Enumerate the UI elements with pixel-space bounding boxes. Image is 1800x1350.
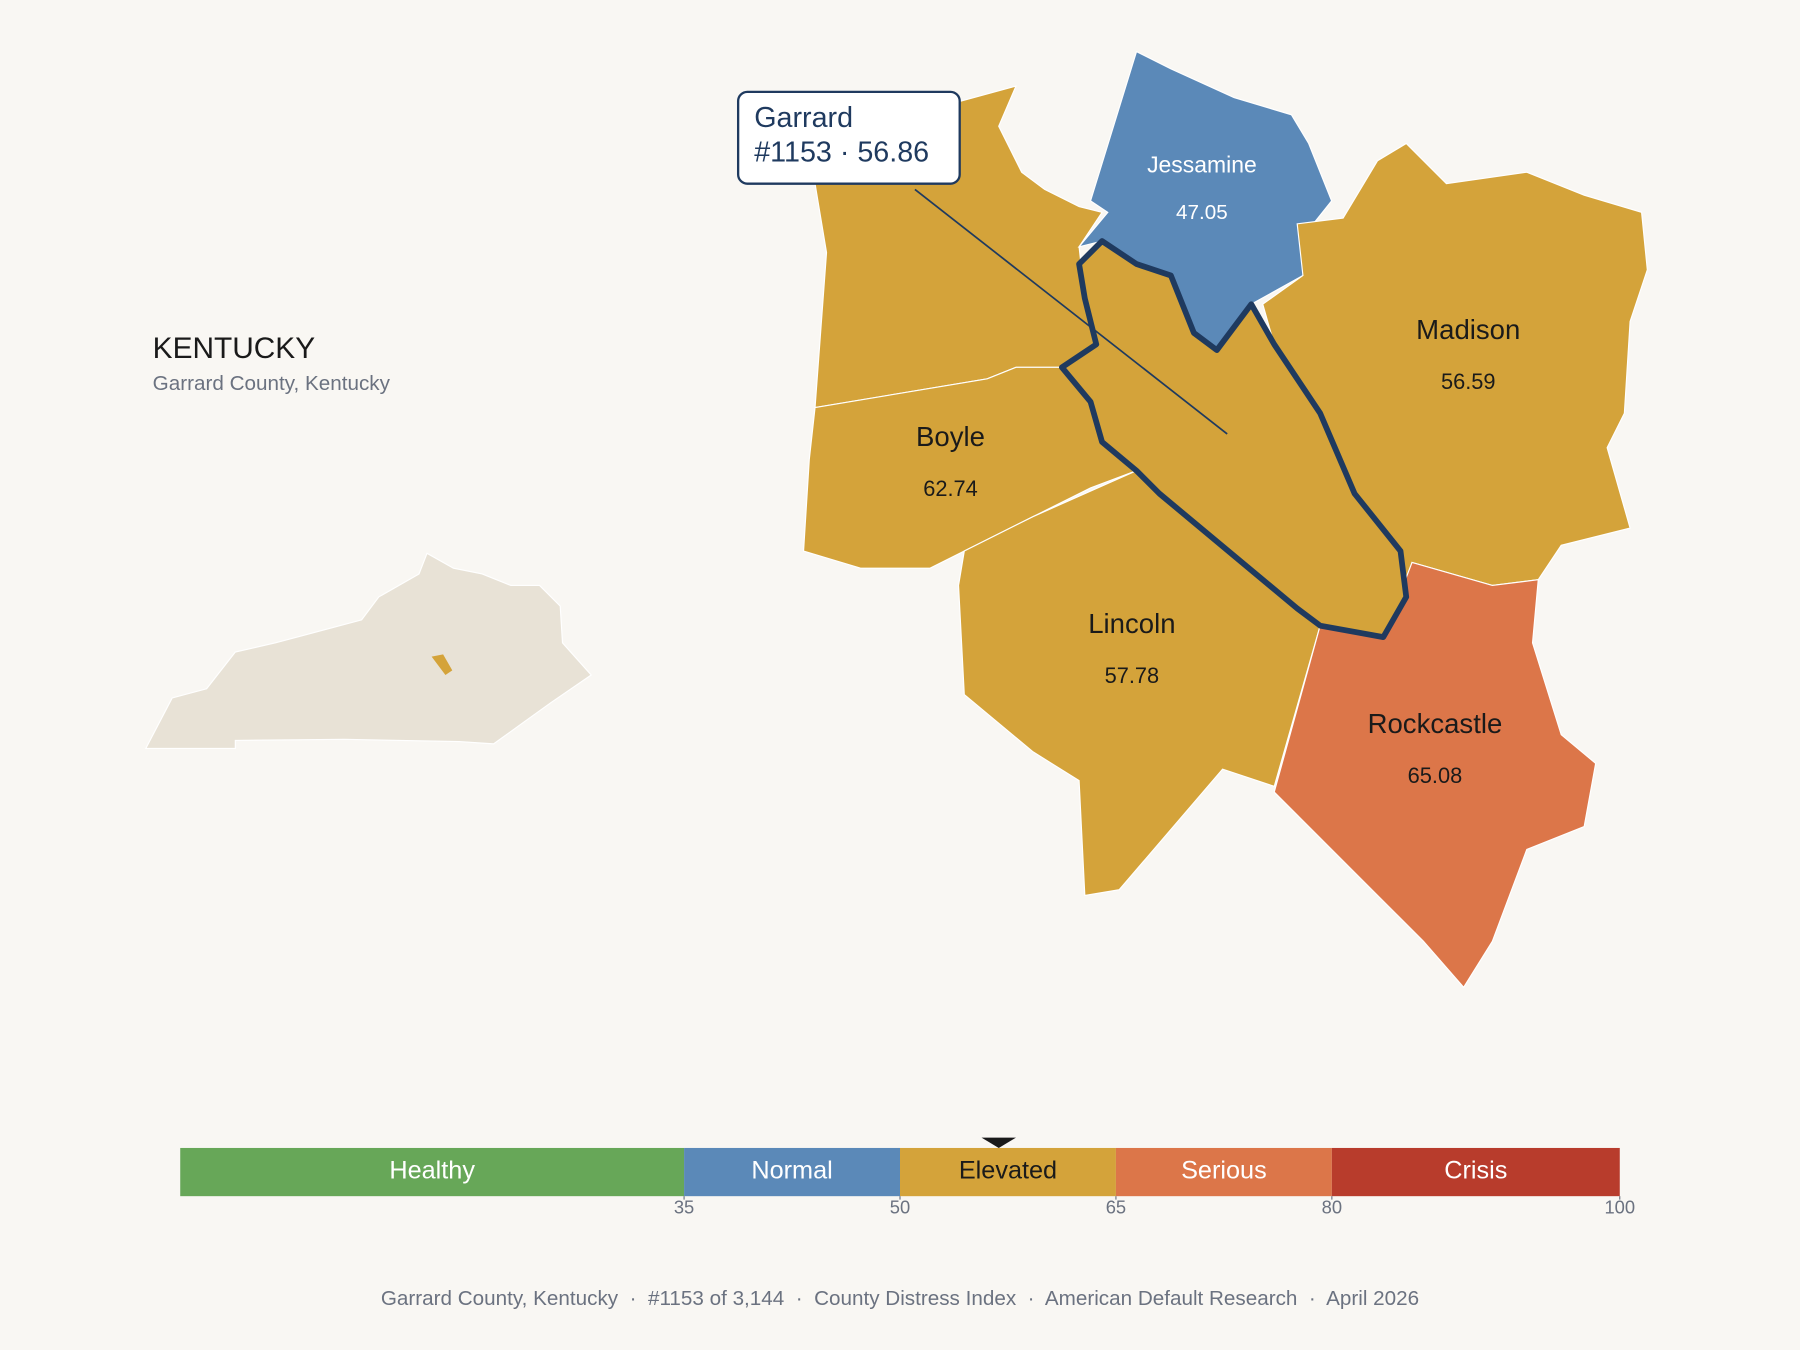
county-name: Rockcastle: [1368, 708, 1503, 739]
callout-label: #1153 · 56.86: [754, 136, 929, 168]
scale-band: [900, 1147, 1116, 1197]
scale-band-label: Elevated: [959, 1157, 1057, 1185]
scale-tick-label: 100: [1604, 1197, 1635, 1218]
state-outline: [144, 552, 593, 750]
county-name: Madison: [1416, 314, 1520, 345]
scale-band: [1115, 1147, 1332, 1197]
county-value: 57.78: [1105, 663, 1160, 688]
title: KENTUCKY: [153, 332, 316, 365]
scale-marker: [981, 1137, 1016, 1148]
county-name: Boyle: [916, 421, 985, 452]
county-shape[interactable]: [1273, 561, 1597, 989]
callout-box: [736, 90, 961, 185]
county-value: 62.74: [923, 476, 978, 501]
county-name: Lincoln: [1088, 608, 1175, 639]
county-name: Jessamine: [1147, 152, 1257, 178]
scale-band: [684, 1147, 900, 1197]
county-value: 65.08: [1408, 763, 1463, 788]
scale-band: [180, 1147, 685, 1197]
scale-band-label: Healthy: [389, 1157, 475, 1185]
scale-tick-label: 65: [1106, 1197, 1126, 1218]
callout-leader: [914, 188, 1228, 435]
scale-tick-label: 50: [890, 1197, 910, 1218]
scale-tick-label: 80: [1322, 1197, 1342, 1218]
county-value: 47.05: [1176, 201, 1228, 224]
scale-band-label: Serious: [1181, 1157, 1267, 1185]
selected-county[interactable]: [1058, 238, 1410, 640]
county-value: 56.59: [1441, 369, 1496, 394]
selected-county-inset: [431, 654, 453, 675]
callout-name: Garrard: [754, 102, 853, 134]
scale-band-label: Normal: [751, 1157, 832, 1185]
county-shape[interactable]: [802, 366, 1138, 569]
scale-band: [1331, 1147, 1620, 1197]
scale-tick-label: 35: [674, 1197, 694, 1218]
footer: Garrard County, Kentucky · #1153 of 3,14…: [381, 1287, 1419, 1310]
scale-band-label: Crisis: [1444, 1157, 1507, 1185]
subtitle: Garrard County, Kentucky: [153, 372, 391, 395]
